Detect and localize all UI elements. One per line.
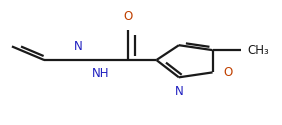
Text: N: N bbox=[175, 85, 183, 98]
Text: CH₃: CH₃ bbox=[248, 44, 269, 57]
Text: N: N bbox=[74, 40, 82, 53]
Text: NH: NH bbox=[92, 68, 109, 80]
Text: O: O bbox=[224, 66, 233, 79]
Text: O: O bbox=[124, 10, 133, 23]
